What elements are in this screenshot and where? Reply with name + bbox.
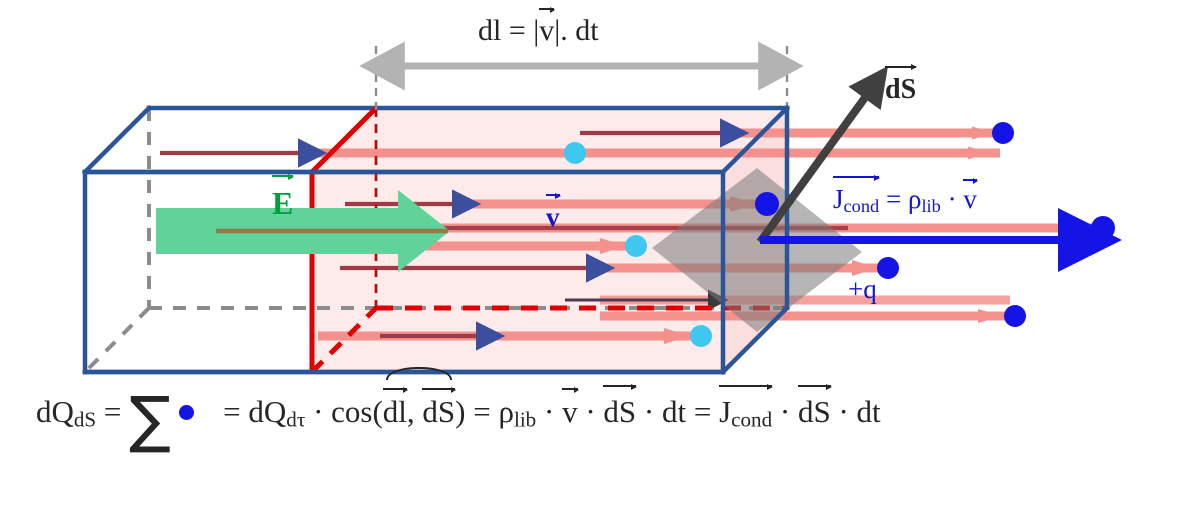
dl-dimension [359,41,804,110]
jcond-equation-label: Jcond = ρlib · v [833,174,978,217]
blue-charge-dot-inline [178,405,194,421]
e-field-label: E [272,174,295,219]
main-equation: dQdS = ∑ = dQdτ · cos(dl, dS) = ρlib · v… [36,367,881,450]
ds-vector-label: dS [885,64,918,104]
ds-surface-element [652,168,862,332]
ds-normal-arrow [756,66,888,245]
cyan-charge-dots [564,142,712,347]
jcond-symbol: J [833,184,844,214]
blue-charge-dots [755,122,1115,327]
flow-row-7 [600,309,1012,323]
jcond-subscript: cond [843,196,880,217]
velocity-label: v [546,192,560,231]
charge-label: +q [848,274,877,304]
flow-row-8 [318,321,700,351]
summation-symbol: ∑ [129,382,171,456]
dl-dimension-label: dl = | v|. dt [478,7,599,46]
flow-row-1 [160,138,1000,168]
